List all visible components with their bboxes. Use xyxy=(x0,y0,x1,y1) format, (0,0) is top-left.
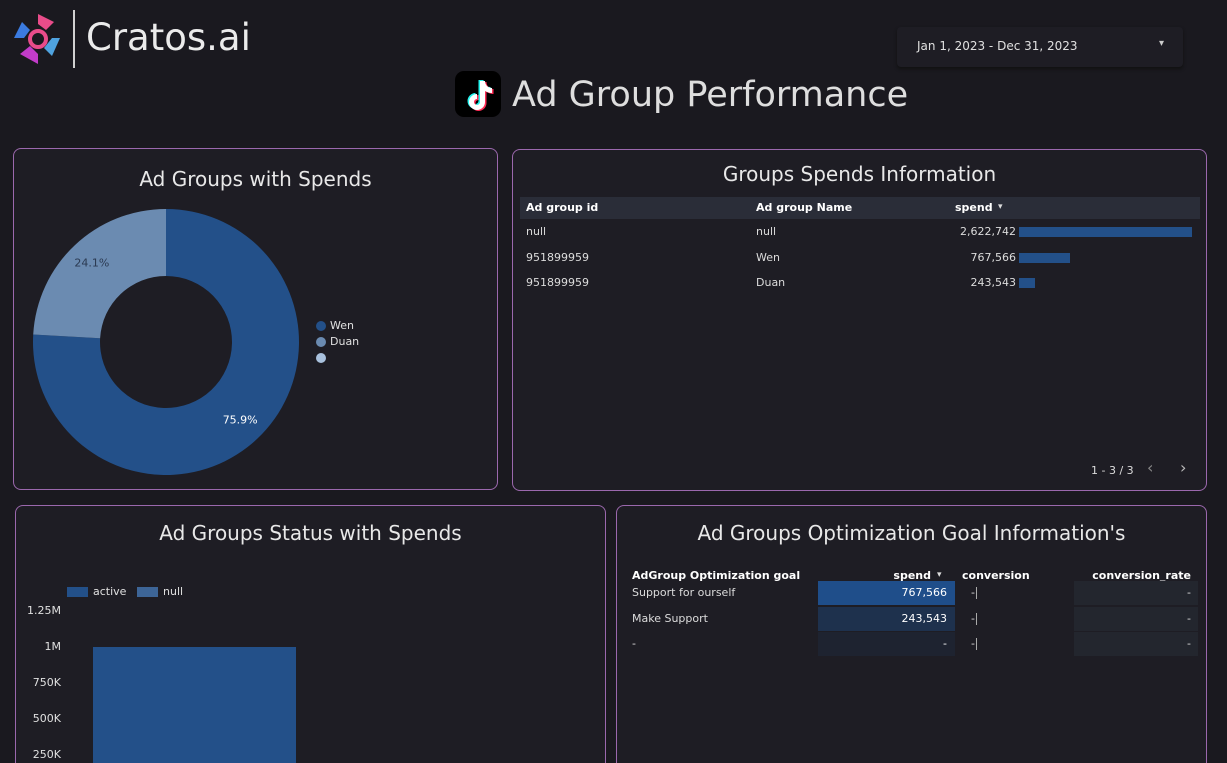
spends-table-panel: Groups Spends Information 1 - 3 / 3 ‹ › … xyxy=(512,149,1207,491)
logo-text: Cratos.ai xyxy=(86,16,251,59)
cell-text: 951899959 xyxy=(526,276,589,289)
column-header: AdGroup Optimization goal xyxy=(632,569,801,582)
cell-text: Wen xyxy=(756,250,780,264)
table-title: Ad Groups Optimization Goal Information'… xyxy=(697,521,1126,545)
spend-heat-cell xyxy=(818,632,955,656)
spend-bar xyxy=(1019,252,1070,263)
cell-text: - xyxy=(971,611,975,625)
spend-value: 243,543 xyxy=(901,611,948,625)
table-header-bg xyxy=(520,197,1200,219)
column-header: conversion xyxy=(962,569,1030,582)
spend-value: 767,566 xyxy=(970,250,1017,264)
logo-divider xyxy=(73,10,75,68)
spend-value: 2,622,742 xyxy=(960,225,1016,238)
dropdown-caret: ▾ xyxy=(1159,38,1165,49)
cell-text: - xyxy=(1187,611,1191,625)
cell-text: - xyxy=(971,586,975,599)
rate-cell-bg xyxy=(1074,581,1198,605)
cell-divider xyxy=(976,612,977,625)
cell-text: 951899959 xyxy=(526,250,589,264)
date-range: Jan 1, 2023 - Dec 31, 2023 xyxy=(917,39,1078,53)
spend-heat-cell xyxy=(818,606,955,631)
table-title: Groups Spends Information xyxy=(722,162,997,186)
spend-value: - xyxy=(943,637,947,650)
rate-cell-bg xyxy=(1074,632,1198,656)
cell-divider xyxy=(976,638,977,650)
sort-icon: ▾ xyxy=(998,202,1003,212)
cell-text: Make Support xyxy=(632,611,708,625)
cell-text: null xyxy=(756,225,777,238)
cell-text: Duan xyxy=(756,276,786,289)
column-header: conversion_rate xyxy=(1092,569,1191,582)
chart-title: Ad Groups with Spends xyxy=(139,167,372,191)
spend-value: 243,543 xyxy=(970,276,1017,289)
column-header: Ad group id xyxy=(526,201,599,214)
column-header: spend xyxy=(955,201,993,214)
tiktok-icon xyxy=(455,71,501,117)
page-title: Ad Group Performance xyxy=(512,75,909,115)
spend-heat-cell xyxy=(818,581,955,605)
cell-text: - xyxy=(1187,637,1191,650)
sort-icon: ▾ xyxy=(937,570,942,580)
spend-value: 767,566 xyxy=(901,586,948,599)
column-header: Ad group Name xyxy=(756,201,853,214)
cell-text: - xyxy=(632,637,636,650)
cell-text: null xyxy=(526,225,547,238)
pie-panel: Ad Groups with Spends xyxy=(13,148,498,490)
prev-page[interactable]: ‹ xyxy=(1147,458,1154,477)
logo-icon xyxy=(14,14,60,64)
spend-bar xyxy=(1019,227,1192,237)
rate-cell-bg xyxy=(1074,606,1198,631)
bar-panel: Ad Groups Status with Spends xyxy=(15,505,606,763)
cell-divider xyxy=(976,587,977,599)
cell-text: Support for ourself xyxy=(632,586,736,599)
column-header: spend xyxy=(893,569,931,582)
cell-text: - xyxy=(1187,586,1191,599)
next-page[interactable]: › xyxy=(1180,458,1187,477)
pager: 1 - 3 / 3 xyxy=(1091,464,1134,477)
cell-text: - xyxy=(971,637,975,650)
date-picker[interactable]: Jan 1, 2023 - Dec 31, 2023 ▾ xyxy=(897,27,1183,67)
spend-bar xyxy=(1019,278,1036,288)
chart-title: Ad Groups Status with Spends xyxy=(159,521,462,545)
goal-table-panel: Ad Groups Optimization Goal Information'… xyxy=(616,505,1207,763)
